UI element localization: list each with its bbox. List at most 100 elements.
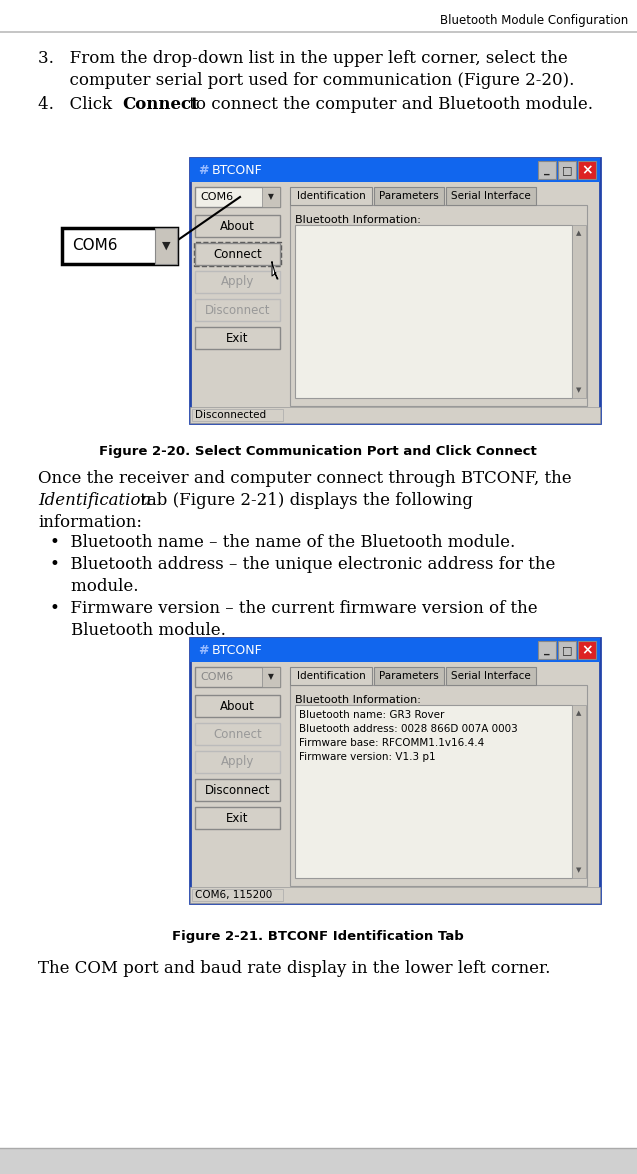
Text: About: About (220, 700, 255, 713)
Bar (538, 161, 556, 178)
Bar (195, 667, 280, 687)
Text: Connect: Connect (213, 248, 262, 261)
Bar (572, 225, 586, 398)
Text: 4.   Click: 4. Click (38, 96, 117, 113)
Text: Apply: Apply (221, 276, 254, 289)
Text: tab (Figure 2-21) displays the following: tab (Figure 2-21) displays the following (135, 492, 473, 510)
Text: ×: × (581, 163, 593, 177)
Bar (262, 187, 280, 207)
Text: _: _ (544, 645, 550, 655)
Text: •  Firmware version – the current firmware version of the: • Firmware version – the current firmwar… (50, 600, 538, 618)
Text: module.: module. (50, 578, 138, 595)
Bar (290, 667, 372, 684)
Bar (195, 723, 280, 745)
Text: •  Bluetooth address – the unique electronic address for the: • Bluetooth address – the unique electro… (50, 556, 555, 573)
Text: Firmware base: RFCOMM1.1v16.4.4: Firmware base: RFCOMM1.1v16.4.4 (299, 738, 484, 748)
Text: ▲: ▲ (576, 230, 582, 236)
Text: •  Bluetooth name – the name of the Bluetooth module.: • Bluetooth name – the name of the Bluet… (50, 534, 515, 551)
Bar (190, 637, 600, 903)
Text: COM6: COM6 (200, 672, 233, 682)
Bar (290, 187, 372, 205)
Bar (192, 889, 283, 900)
Text: Firmware version: V1.3 p1: Firmware version: V1.3 p1 (299, 753, 436, 762)
Bar (195, 751, 280, 772)
Text: □: □ (562, 645, 572, 655)
Text: Bluetooth Module Configuration: Bluetooth Module Configuration (440, 14, 628, 27)
Bar (374, 187, 444, 205)
Bar (195, 328, 280, 349)
Bar (195, 243, 280, 265)
Text: Bluetooth module.: Bluetooth module. (50, 622, 226, 639)
Text: BTCONF: BTCONF (212, 163, 262, 176)
Text: Parameters: Parameters (379, 672, 439, 681)
Text: Figure 2-21. BTCONF Identification Tab: Figure 2-21. BTCONF Identification Tab (172, 930, 464, 943)
Text: Apply: Apply (221, 756, 254, 769)
Text: □: □ (562, 166, 572, 175)
Bar (578, 161, 596, 178)
Text: 3.   From the drop-down list in the upper left corner, select the: 3. From the drop-down list in the upper … (38, 50, 568, 67)
Bar (0, 1148, 637, 1174)
Text: COM6: COM6 (72, 238, 117, 254)
Bar (295, 225, 572, 398)
Text: Figure 2-20. Select Communication Port and Click Connect: Figure 2-20. Select Communication Port a… (99, 445, 537, 458)
Text: Parameters: Parameters (379, 191, 439, 201)
Text: _: _ (544, 166, 550, 175)
Text: Identification: Identification (38, 492, 151, 510)
Bar (578, 641, 596, 659)
Bar (195, 299, 280, 321)
Text: BTCONF: BTCONF (212, 643, 262, 656)
Text: Serial Interface: Serial Interface (451, 672, 531, 681)
Text: ▼: ▼ (576, 868, 582, 873)
Text: ▼: ▼ (268, 193, 274, 202)
Bar (195, 215, 280, 237)
Bar (572, 706, 586, 878)
Text: The COM port and baud rate display in the lower left corner.: The COM port and baud rate display in th… (38, 960, 550, 977)
Bar (190, 407, 600, 423)
Text: Bluetooth Information:: Bluetooth Information: (295, 695, 421, 706)
Bar (62, 228, 177, 264)
Text: COM6, 115200: COM6, 115200 (195, 890, 272, 900)
Text: ▼: ▼ (162, 241, 170, 251)
Text: Identification: Identification (297, 672, 366, 681)
Text: 2-23: 2-23 (585, 1152, 627, 1170)
Bar (190, 637, 600, 662)
Text: Connect: Connect (213, 728, 262, 741)
Bar (446, 187, 536, 205)
Text: Exit: Exit (226, 811, 249, 824)
Bar (262, 667, 280, 687)
Text: ▼: ▼ (268, 673, 274, 681)
Bar (155, 228, 177, 264)
Text: Disconnect: Disconnect (204, 783, 270, 796)
Bar (192, 409, 283, 421)
Text: Identification: Identification (297, 191, 366, 201)
Bar (195, 271, 280, 294)
Text: Bluetooth Information:: Bluetooth Information: (295, 215, 421, 225)
Text: ×: × (581, 643, 593, 657)
Text: ▲: ▲ (576, 710, 582, 716)
Bar (558, 161, 576, 178)
Bar (374, 667, 444, 684)
Text: Disconnected: Disconnected (195, 410, 266, 420)
Text: Exit: Exit (226, 331, 249, 344)
Polygon shape (272, 262, 278, 279)
Text: Connect: Connect (122, 96, 199, 113)
Bar (195, 187, 280, 207)
Text: Once the receiver and computer connect through BTCONF, the: Once the receiver and computer connect t… (38, 470, 571, 487)
Bar (194, 242, 281, 266)
Bar (190, 158, 600, 423)
Text: P/N 7010-0736: P/N 7010-0736 (10, 1156, 113, 1169)
Text: #: # (198, 163, 208, 176)
Text: COM6: COM6 (200, 193, 233, 202)
Text: information:: information: (38, 514, 142, 531)
Bar (295, 706, 572, 878)
Bar (190, 888, 600, 903)
Text: #: # (198, 643, 208, 656)
Text: computer serial port used for communication (Figure 2-20).: computer serial port used for communicat… (38, 72, 575, 89)
Text: Bluetooth name: GR3 Rover: Bluetooth name: GR3 Rover (299, 710, 445, 720)
Bar (538, 641, 556, 659)
Bar (190, 158, 600, 182)
Bar (290, 684, 587, 886)
Bar (195, 780, 280, 801)
Text: ▼: ▼ (576, 387, 582, 393)
Text: Disconnect: Disconnect (204, 304, 270, 317)
